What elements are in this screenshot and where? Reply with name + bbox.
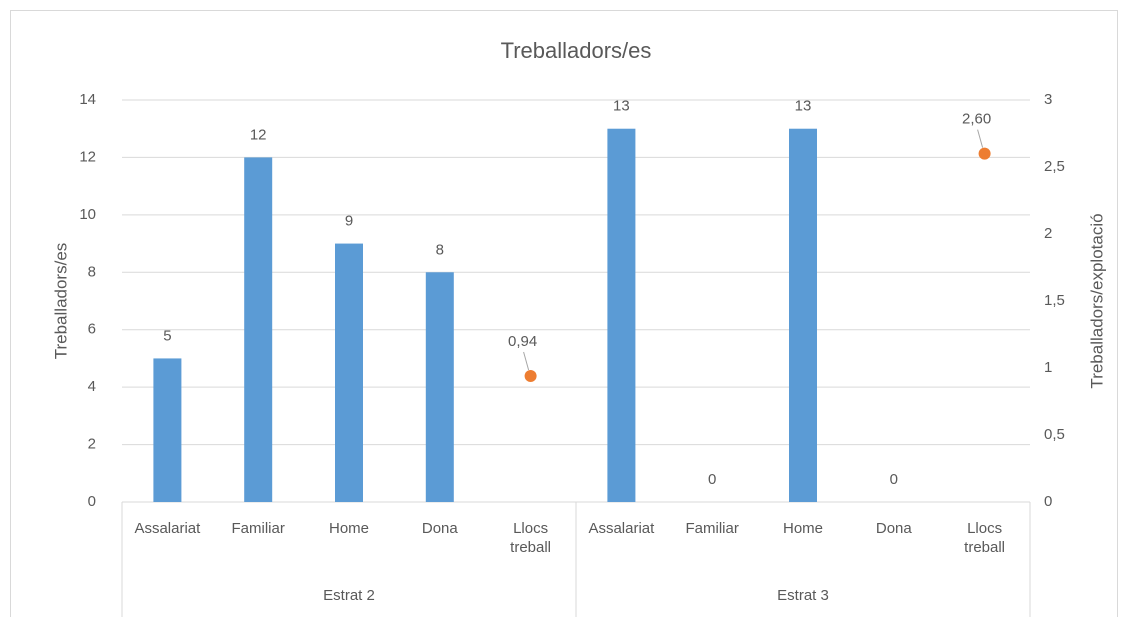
y2-tick-label: 1,5 — [1044, 292, 1065, 309]
data-label: 13 — [795, 98, 812, 115]
x-tick-label: Dona — [875, 520, 912, 537]
y2-tick-label: 2,5 — [1044, 158, 1065, 175]
x-tick-label: Dona — [421, 520, 458, 537]
leader-line — [523, 351, 530, 371]
data-label: 13 — [613, 98, 630, 115]
data-label: 0 — [708, 471, 716, 488]
y-axis-title: Treballadors/es — [51, 243, 70, 360]
y-tick-label: 14 — [79, 91, 96, 108]
x-tick-label: Familiar — [685, 520, 739, 537]
data-label: 8 — [436, 241, 444, 258]
data-label: 2,60 — [962, 111, 991, 128]
bar — [153, 358, 182, 502]
data-label: 9 — [345, 213, 353, 230]
y-tick-label: 12 — [79, 148, 96, 165]
x-tick-label: Assalariat — [588, 520, 655, 537]
bar — [789, 128, 817, 502]
x-tick-label: Familiar — [231, 520, 285, 537]
y2-tick-label: 0,5 — [1044, 426, 1065, 443]
bar — [607, 128, 636, 502]
data-label: 5 — [163, 327, 171, 344]
data-label: 0,94 — [508, 333, 537, 350]
y2-tick-label: 3 — [1044, 91, 1052, 108]
y2-axis-title: Treballadors/explotació — [1087, 213, 1106, 388]
y2-tick-label: 1 — [1044, 359, 1052, 376]
y-tick-label: 4 — [88, 378, 96, 395]
y-tick-label: 10 — [79, 206, 96, 223]
data-label: 12 — [250, 126, 267, 143]
bar — [425, 272, 454, 502]
y-tick-label: 0 — [88, 493, 96, 510]
y-tick-label: 6 — [88, 321, 96, 338]
x-tick-label: Llocs treball — [510, 520, 552, 556]
y2-tick-label: 2 — [1044, 225, 1052, 242]
bar — [335, 243, 363, 503]
point — [978, 147, 991, 160]
chart-title: Treballadors/es — [501, 38, 652, 63]
y2-tick-label: 0 — [1044, 493, 1052, 510]
x-tick-label: Home — [782, 520, 824, 537]
x-tick-label: Home — [328, 520, 370, 537]
data-label: 0 — [890, 471, 898, 488]
x-tick-label: Assalariat — [134, 520, 201, 537]
bar — [244, 157, 273, 502]
y-tick-label: 2 — [88, 436, 96, 453]
group-label: Estrat 2 — [323, 587, 375, 604]
x-tick-label: Llocs treball — [964, 520, 1006, 556]
group-label: Estrat 3 — [777, 587, 829, 604]
point — [524, 370, 537, 383]
chart-border — [10, 10, 1118, 617]
y-tick-label: 8 — [88, 263, 96, 280]
leader-line — [977, 129, 984, 148]
